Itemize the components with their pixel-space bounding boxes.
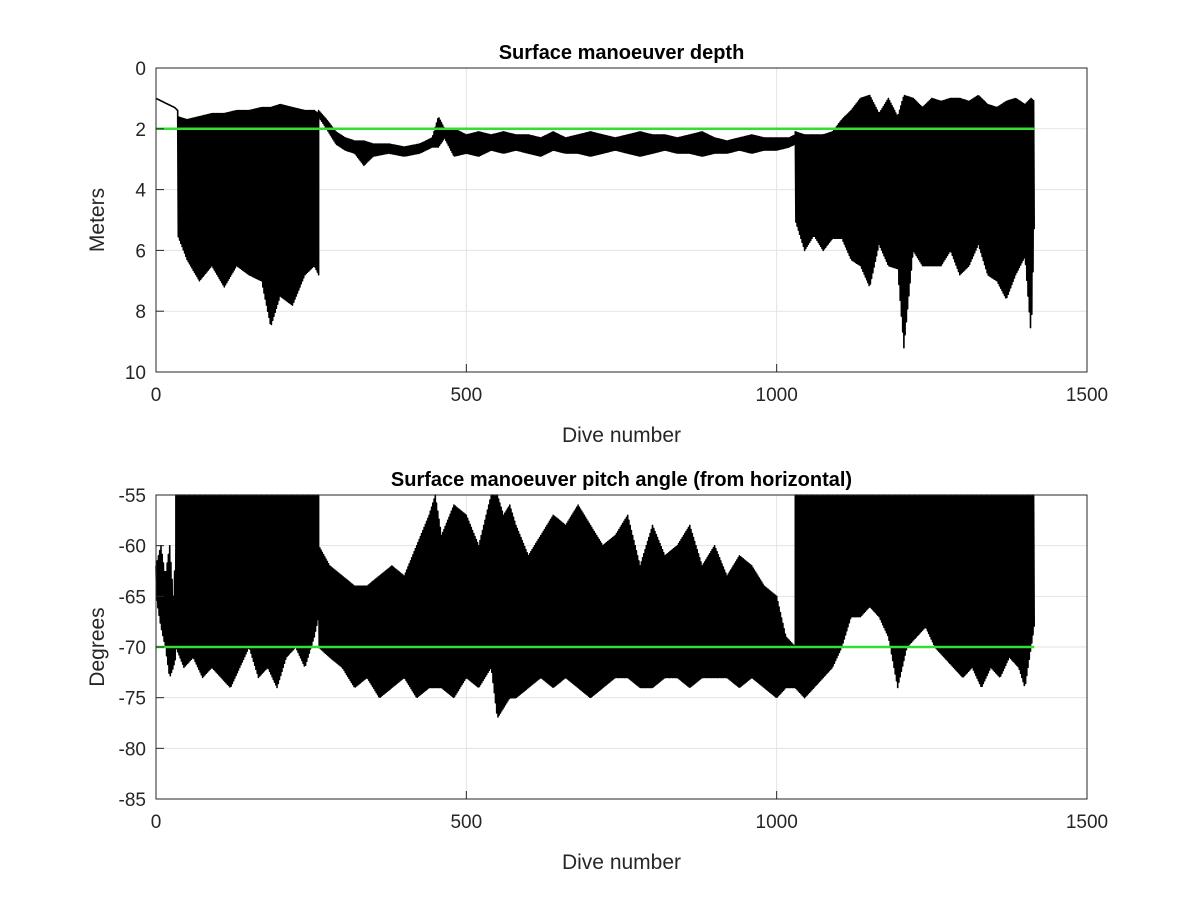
pitch-y-tick-label: -55: [119, 486, 146, 507]
pitch-x-axis-label: Dive number: [562, 851, 681, 874]
depth-y-tick-label: 8: [135, 302, 146, 323]
pitch-y-tick-label: -65: [119, 587, 146, 608]
pitch-y-tick-label: -75: [119, 689, 146, 710]
pitch-x-tick-label: 1500: [1066, 812, 1108, 833]
pitch-x-tick-label: 1000: [756, 812, 798, 833]
depth-subplot: 0 500 1000 1500 0 2 4 6 8 10 Surface manoeuver d…: [86, 42, 1108, 447]
depth-x-tick-label: 500: [450, 385, 482, 406]
depth-y-tick-label: 6: [135, 241, 146, 262]
pitch-y-tick-label: -80: [119, 739, 146, 760]
depth-x-tick-label: 1000: [756, 385, 798, 406]
pitch-series-line: [155, 494, 1035, 718]
pitch-series-path: [155, 494, 1035, 718]
pitch-subplot: 0 500 1000 1500 -55 -60 -65 -70 -75 -80 -85 Surfa…: [86, 469, 1108, 874]
pitch-y-tick-labels: -55 -60 -65 -70 -75 -80 -85: [119, 486, 164, 811]
pitch-y-tick-label: -60: [119, 537, 146, 558]
depth-x-tick-label: 0: [151, 385, 162, 406]
depth-y-tick-label: 10: [125, 363, 146, 384]
pitch-x-tick-labels: 0 500 1000 1500: [151, 791, 1108, 833]
pitch-y-tick-label: -70: [119, 638, 146, 659]
depth-plot-frame: [155, 67, 1088, 373]
depth-x-tick-labels: 0 500 1000 1500: [151, 364, 1108, 406]
pitch-y-tick-label: -85: [119, 790, 146, 811]
depth-series-line: [155, 94, 1035, 349]
depth-y-tick-label: 2: [135, 120, 146, 141]
depth-chart-title: Surface manoeuver depth: [499, 42, 745, 64]
depth-x-axis-label: Dive number: [562, 424, 681, 447]
depth-y-tick-labels: 0 2 4 6 8 10: [125, 59, 164, 384]
depth-series-path: [155, 94, 1035, 349]
depth-x-tick-label: 1500: [1066, 385, 1108, 406]
pitch-x-tick-label: 0: [151, 812, 162, 833]
pitch-chart-title: Surface manoeuver pitch angle (from hori…: [391, 469, 852, 491]
depth-y-tick-label: 0: [135, 59, 146, 80]
depth-y-tick-label: 4: [135, 181, 146, 202]
pitch-x-tick-label: 500: [450, 812, 482, 833]
depth-y-axis-label: Meters: [86, 188, 109, 252]
pitch-y-axis-label: Degrees: [86, 607, 109, 686]
